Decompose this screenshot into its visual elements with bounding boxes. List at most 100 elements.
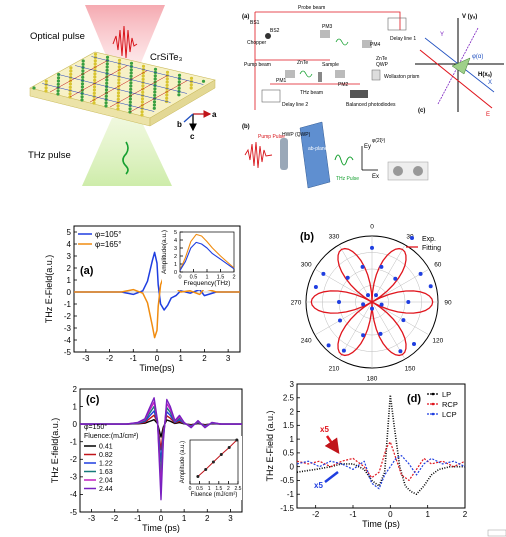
exp-point <box>370 245 374 250</box>
x-tick-label: 1.5 <box>217 275 225 281</box>
qwp-label: QWP <box>376 62 389 68</box>
atom <box>189 86 193 90</box>
atom <box>129 74 133 78</box>
y-tick-label: 0 <box>290 462 295 471</box>
atom <box>69 69 73 73</box>
ey-label: Ey <box>364 144 371 150</box>
x-tick-label: 0 <box>178 275 181 281</box>
atom <box>116 107 120 111</box>
y-tick-label: 2.5 <box>283 394 295 403</box>
ab-plane-label: ab-plane Surface <box>308 146 346 152</box>
exp-point <box>393 276 398 281</box>
optical-pulse-label: Optical pulse <box>30 31 85 42</box>
x-tick-label: 3 <box>226 354 231 363</box>
legend-label: 0.82 <box>99 452 113 459</box>
bond-line <box>89 70 148 103</box>
inset-point <box>196 475 200 478</box>
exp-point <box>360 264 365 269</box>
x-tick-label: 1 <box>205 275 208 281</box>
atom <box>140 97 145 101</box>
atom <box>116 104 120 108</box>
x-tick-label: 0 <box>388 510 393 519</box>
atom <box>69 72 73 76</box>
polar-angle-label: 180 <box>367 376 378 383</box>
atom <box>92 91 96 95</box>
atom <box>44 86 48 90</box>
optical-pulse-wave <box>112 25 138 59</box>
polar-angle-label: 0 <box>370 224 374 231</box>
legend-label: φ=105° <box>95 230 121 239</box>
v-label: V (yₐ) <box>462 14 477 20</box>
plot-frame <box>189 439 239 485</box>
atom <box>116 97 120 101</box>
panel-b-schematic-label: (b) <box>242 124 250 130</box>
legend-label: 1.22 <box>99 461 113 468</box>
atom <box>104 104 108 108</box>
x-tick-label: 0.5 <box>190 275 198 281</box>
polar-angle-label: 120 <box>432 338 443 345</box>
pm1-label: PM1 <box>276 78 287 84</box>
atom <box>140 113 144 117</box>
ex-label: Ex <box>372 174 379 180</box>
atom <box>104 94 108 98</box>
probe-beam-label: Probe beam <box>298 5 325 11</box>
atom <box>129 68 133 72</box>
atom <box>56 92 60 96</box>
chopper-label: Chopper <box>247 40 267 46</box>
exp-point <box>366 293 370 298</box>
exp-point <box>361 333 366 338</box>
exp-point <box>341 348 346 353</box>
x-tick-label: -1 <box>130 354 138 363</box>
exp-point <box>338 318 342 323</box>
series-line-φ=105° <box>74 251 240 311</box>
atom <box>117 58 122 62</box>
znte1-label: ZnTe <box>297 60 308 66</box>
thz-wave-schematic <box>299 70 313 78</box>
y-tick-label: 4 <box>174 238 177 244</box>
delay-line-1-label: Delay line 1 <box>390 36 416 42</box>
x-tick-label: 2 <box>232 275 235 281</box>
atom <box>117 81 121 85</box>
atom <box>128 100 132 104</box>
panel-label: (c) <box>86 394 100 406</box>
axis-a-label: a <box>212 110 217 119</box>
atom <box>141 74 145 78</box>
crystal-illustration: Optical pulse CrSiTe₃ THz pulse a b c <box>28 5 217 186</box>
y-tick-label: -3 <box>64 324 72 333</box>
polar-angle-label: 60 <box>434 262 442 269</box>
inset-background <box>176 436 242 500</box>
pm4-label: PM4 <box>370 42 381 48</box>
atom <box>153 93 157 97</box>
atom <box>80 98 84 102</box>
exp-point <box>326 343 331 348</box>
x-tick-label: 1 <box>178 354 183 363</box>
atom <box>93 78 97 82</box>
exp-point <box>337 300 341 304</box>
axis-c-label: c <box>190 132 195 141</box>
x5-annotation-red: x5 <box>320 425 329 434</box>
atom <box>105 55 110 59</box>
x-tick-label: 2 <box>227 486 230 492</box>
atom <box>177 73 182 77</box>
series-line-LP <box>296 394 465 496</box>
inset-point <box>227 446 231 449</box>
series-line-RCP <box>296 441 466 481</box>
y-tick-label: 4 <box>67 240 72 249</box>
panel-a-schematic-label: (a) <box>242 14 249 20</box>
bond-line <box>42 83 155 112</box>
setup-schematic: (a) BS1 BS2 Probe beam Delay line 1 Dela… <box>242 5 504 189</box>
y-tick-label: 0 <box>73 420 78 429</box>
atom <box>152 106 156 110</box>
atom <box>116 94 120 98</box>
polar-spoke <box>314 301 373 336</box>
x-tick-label: 1.5 <box>215 486 222 492</box>
legend-label: 1.63 <box>99 469 113 476</box>
hwp-plate <box>280 138 288 170</box>
pm1-mirror <box>285 70 295 78</box>
y-tick-label: 2 <box>73 385 78 394</box>
chopper <box>265 33 271 39</box>
atom <box>129 71 133 75</box>
inset-fit-line <box>197 439 238 477</box>
y-tick-label: -1 <box>287 490 295 499</box>
legend-label: RCP <box>442 400 458 409</box>
